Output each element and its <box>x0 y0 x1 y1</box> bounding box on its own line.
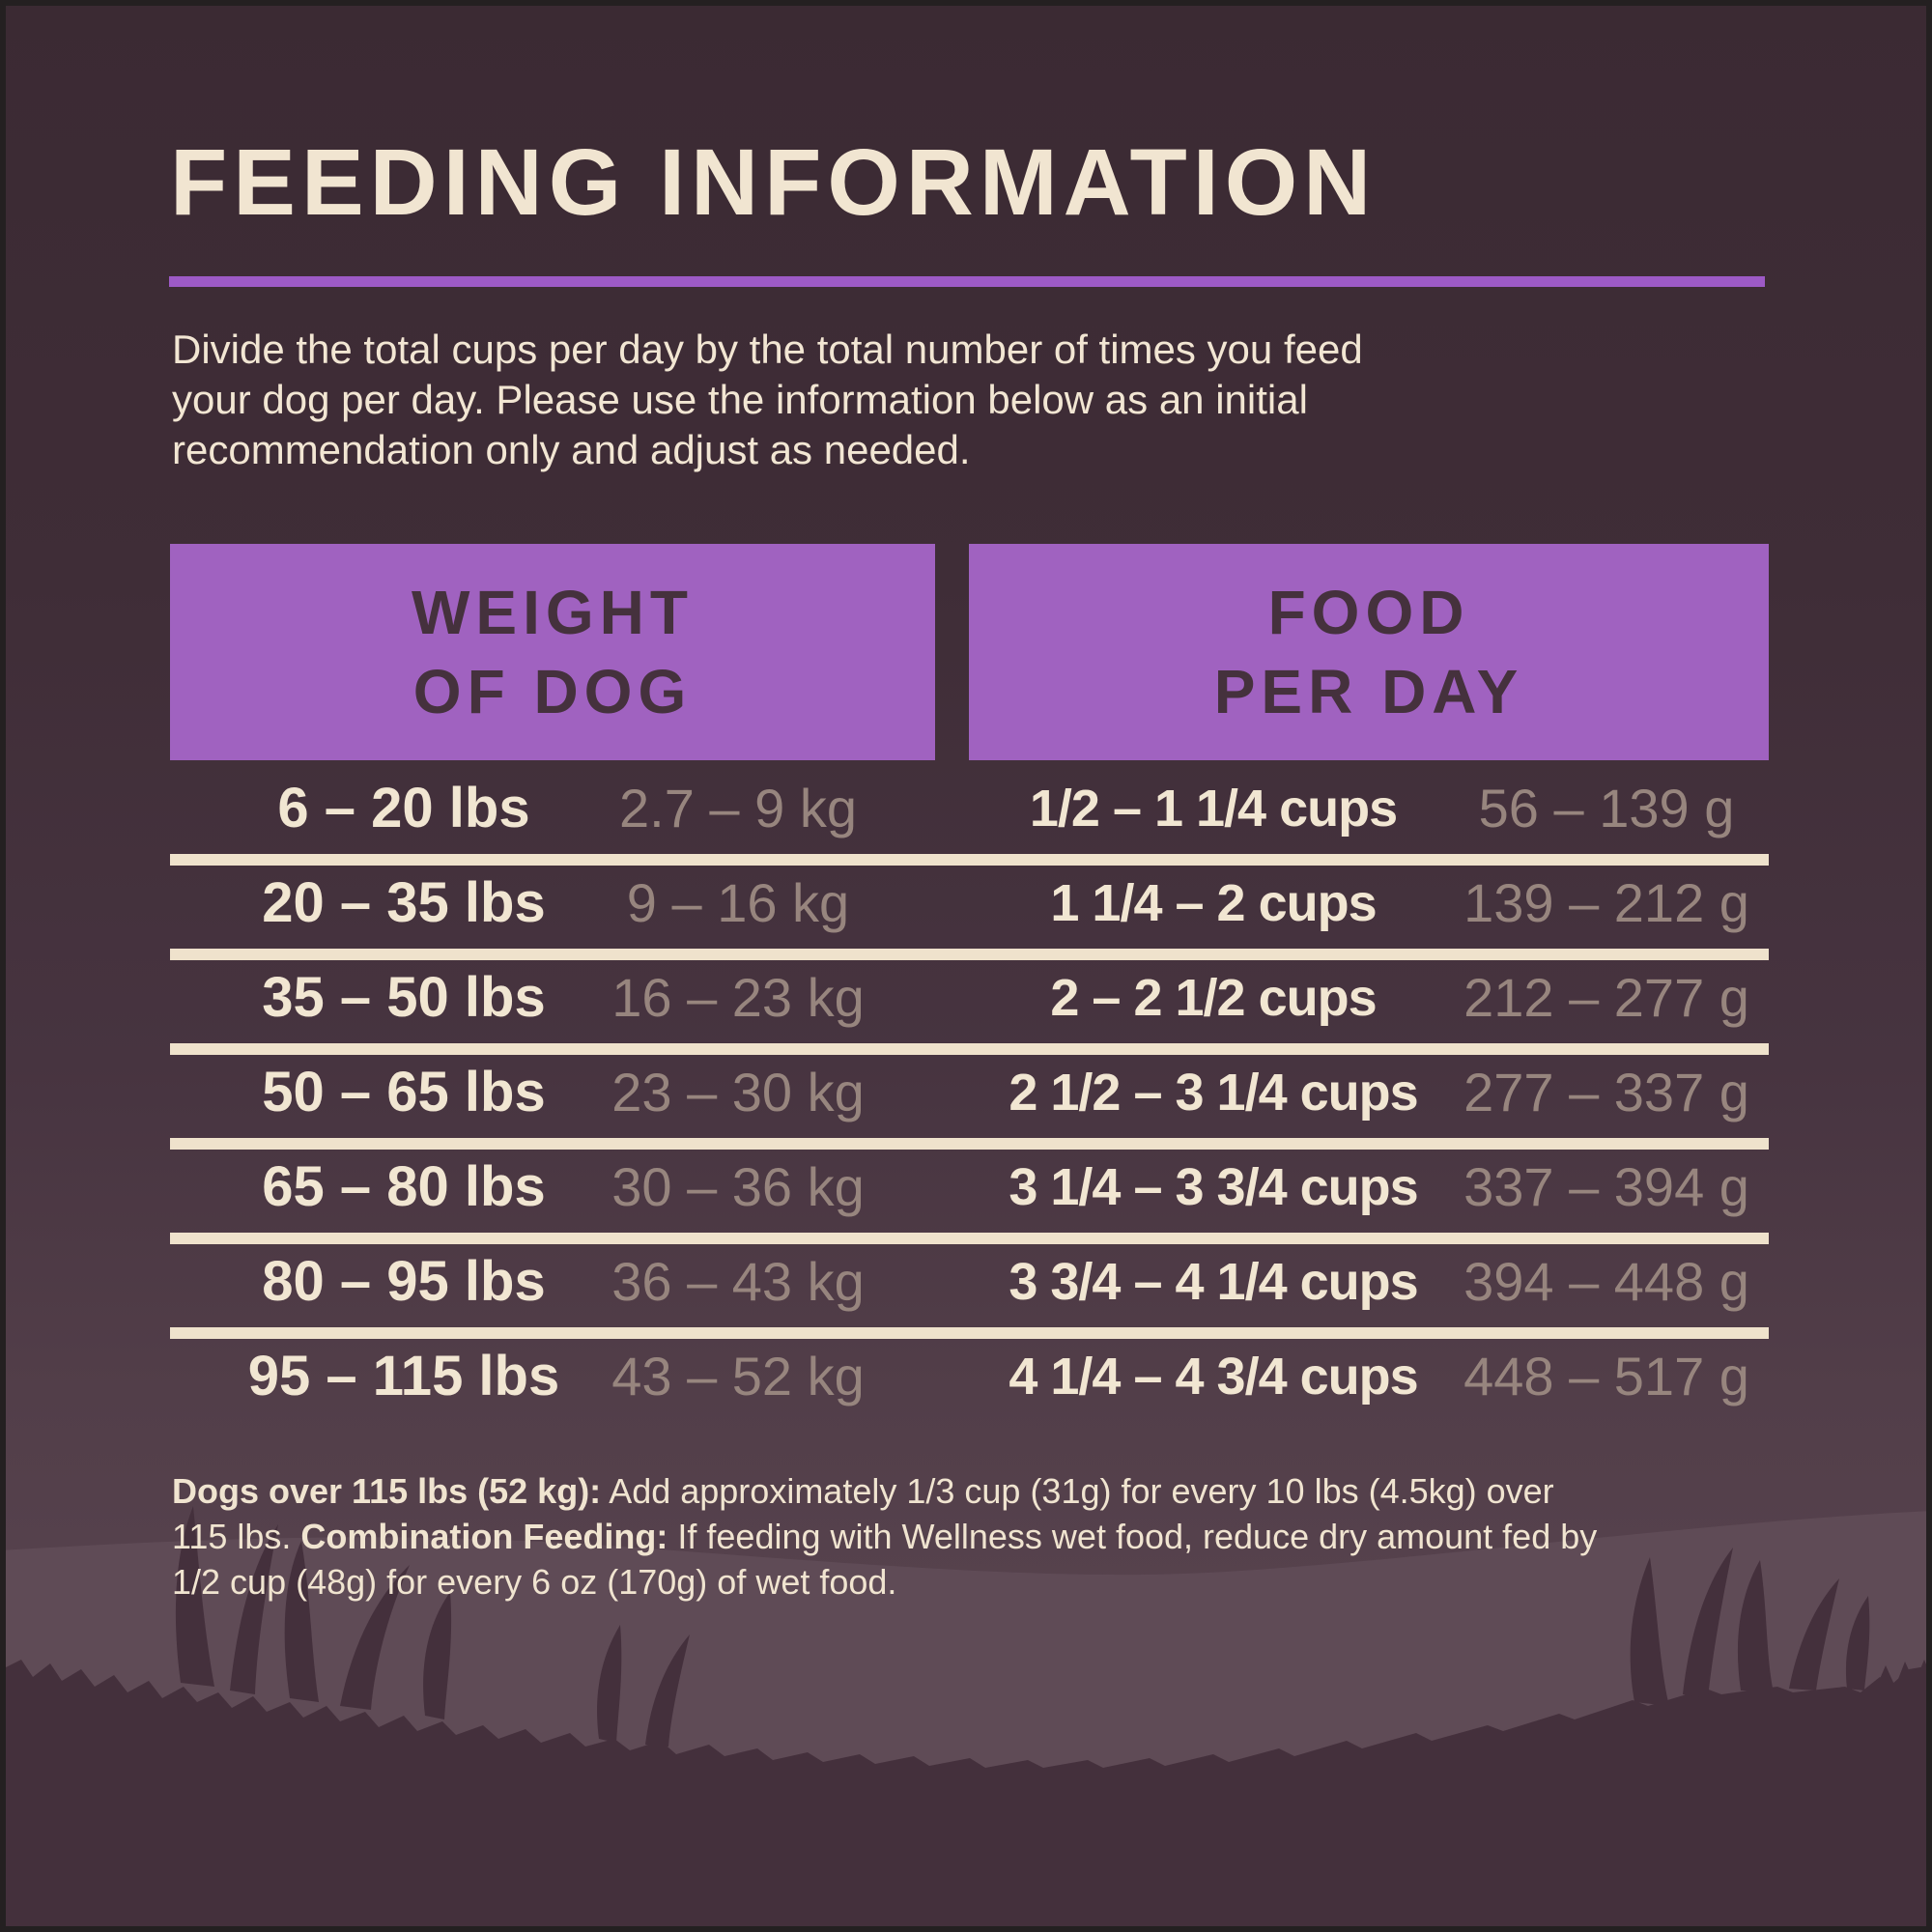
footnote: Dogs over 115 lbs (52 kg): Add approxima… <box>172 1468 1795 1605</box>
footnote-line: 115 lbs. Combination Feeding: If feeding… <box>172 1514 1795 1559</box>
table-row: 80 – 95 lbs 36 – 43 kg 3 3/4 – 4 1/4 cup… <box>0 1235 1932 1329</box>
weight-lbs-cell: 50 – 65 lbs <box>262 1061 546 1123</box>
feeding-table: 6 – 20 lbs 2.7 – 9 kg 1/2 – 1 1/4 cups 5… <box>0 761 1932 1424</box>
footnote-bold-lead: Combination Feeding: <box>300 1517 668 1556</box>
food-cups-cell: 2 – 2 1/2 cups <box>1050 969 1377 1027</box>
table-row: 65 – 80 lbs 30 – 36 kg 3 1/4 – 3 3/4 cup… <box>0 1140 1932 1235</box>
weight-kg-cell: 43 – 52 kg <box>611 1346 865 1406</box>
footnote-line: 1/2 cup (48g) for every 6 oz (170g) of w… <box>172 1559 1795 1605</box>
table-row: 95 – 115 lbs 43 – 52 kg 4 1/4 – 4 3/4 cu… <box>0 1329 1932 1424</box>
row-separator <box>170 1043 1769 1055</box>
footnote-text: 115 lbs. <box>172 1517 301 1556</box>
food-header-line1: FOOD <box>1267 578 1470 647</box>
weight-kg-cell: 30 – 36 kg <box>611 1156 865 1217</box>
footnote-text: If feeding with Wellness wet food, reduc… <box>668 1517 1598 1556</box>
intro-paragraph: Divide the total cups per day by the tot… <box>172 325 1363 475</box>
weight-lbs-cell: 20 – 35 lbs <box>262 871 546 934</box>
food-cups-cell: 3 1/4 – 3 3/4 cups <box>1009 1158 1418 1216</box>
food-grams-cell: 212 – 277 g <box>1463 967 1749 1028</box>
footnote-line: Dogs over 115 lbs (52 kg): Add approxima… <box>172 1468 1795 1514</box>
row-separator <box>170 1327 1769 1339</box>
footnote-text: 1/2 cup (48g) for every 6 oz (170g) of w… <box>172 1562 897 1602</box>
row-separator <box>170 1138 1769 1150</box>
weight-lbs-cell: 80 – 95 lbs <box>262 1250 546 1313</box>
intro-line: Divide the total cups per day by the tot… <box>172 327 1363 372</box>
food-cups-cell: 1 1/4 – 2 cups <box>1050 874 1377 932</box>
weight-lbs-cell: 95 – 115 lbs <box>247 1345 560 1407</box>
title-underline <box>169 276 1765 287</box>
table-row: 35 – 50 lbs 16 – 23 kg 2 – 2 1/2 cups 21… <box>0 951 1932 1045</box>
food-grams-cell: 448 – 517 g <box>1463 1346 1749 1406</box>
food-cups-cell: 3 3/4 – 4 1/4 cups <box>1009 1253 1418 1311</box>
weight-lbs-cell: 35 – 50 lbs <box>262 966 546 1029</box>
food-cups-cell: 4 1/4 – 4 3/4 cups <box>1009 1348 1418 1406</box>
weight-header-line2: OF DOG <box>412 657 693 726</box>
food-cups-cell: 2 1/2 – 3 1/4 cups <box>1009 1064 1418 1122</box>
food-cups-cell: 1/2 – 1 1/4 cups <box>1029 780 1398 838</box>
weight-kg-cell: 9 – 16 kg <box>626 872 850 933</box>
row-separator <box>170 854 1769 866</box>
bottom-scene <box>0 1506 1932 1932</box>
food-grams-cell: 337 – 394 g <box>1463 1156 1749 1217</box>
weight-kg-cell: 16 – 23 kg <box>611 967 865 1028</box>
food-grams-cell: 56 – 139 g <box>1478 778 1735 838</box>
weight-kg-cell: 36 – 43 kg <box>611 1251 865 1312</box>
row-separator <box>170 949 1769 960</box>
intro-line: recommendation only and adjust as needed… <box>172 427 971 472</box>
weight-lbs-cell: 6 – 20 lbs <box>277 777 530 839</box>
footnote-bold-lead: Dogs over 115 lbs (52 kg): <box>172 1471 602 1511</box>
weight-kg-cell: 2.7 – 9 kg <box>619 778 857 838</box>
row-separator <box>170 1233 1769 1244</box>
food-grams-cell: 394 – 448 g <box>1463 1251 1749 1312</box>
weight-of-dog-header: WEIGHT OF DOG <box>170 544 935 760</box>
page-title: FEEDING INFORMATION <box>170 129 1378 235</box>
intro-line: your dog per day. Please use the informa… <box>172 377 1308 422</box>
footnote-text: Add approximately 1/3 cup (31g) for ever… <box>601 1471 1554 1511</box>
grass-silhouette <box>0 1506 1932 1932</box>
food-grams-cell: 277 – 337 g <box>1463 1062 1749 1122</box>
table-row: 50 – 65 lbs 23 – 30 kg 2 1/2 – 3 1/4 cup… <box>0 1045 1932 1140</box>
table-row: 20 – 35 lbs 9 – 16 kg 1 1/4 – 2 cups 139… <box>0 856 1932 951</box>
table-row: 6 – 20 lbs 2.7 – 9 kg 1/2 – 1 1/4 cups 5… <box>0 761 1932 856</box>
food-grams-cell: 139 – 212 g <box>1463 872 1749 933</box>
weight-kg-cell: 23 – 30 kg <box>611 1062 865 1122</box>
weight-lbs-cell: 65 – 80 lbs <box>262 1155 546 1218</box>
food-header-line2: PER DAY <box>1213 657 1524 726</box>
weight-header-line1: WEIGHT <box>412 578 694 647</box>
food-per-day-header: FOOD PER DAY <box>969 544 1769 760</box>
